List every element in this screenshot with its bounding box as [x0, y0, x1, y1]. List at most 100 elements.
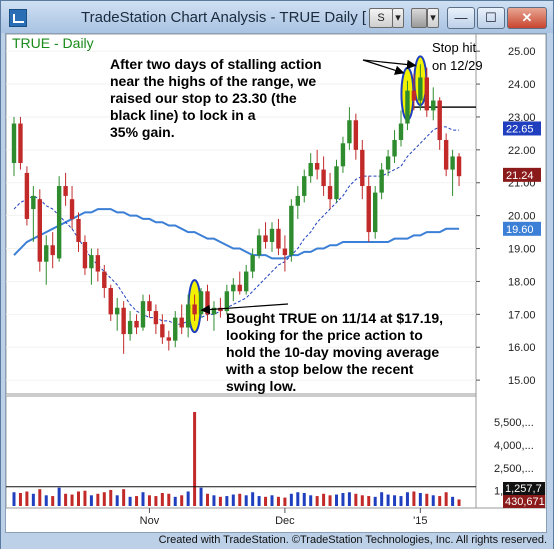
y-tick-label: 22.00 — [508, 145, 536, 157]
volume-bar — [64, 493, 68, 506]
candle — [347, 107, 352, 150]
candle — [256, 228, 262, 259]
price-tag-box — [503, 121, 541, 136]
volume-bar — [367, 496, 371, 506]
volume-bar — [231, 494, 235, 506]
volume-bar — [322, 493, 326, 506]
x-tick-label: Nov — [140, 515, 160, 527]
volume-average-tag: 1,257,7 — [503, 482, 545, 495]
volume-last-label: 430,671 — [505, 496, 545, 508]
symbol-link-dropdown[interactable]: ▾ — [392, 8, 404, 28]
candle-body — [250, 255, 255, 272]
color-link-button[interactable] — [411, 8, 427, 28]
candle — [95, 248, 101, 282]
volume-bar — [309, 495, 313, 506]
candle — [263, 222, 268, 249]
candle-body — [108, 288, 113, 315]
candle — [424, 67, 429, 117]
y-tick-label: 23.00 — [508, 112, 536, 124]
candle — [456, 153, 462, 187]
volume-bar — [380, 492, 384, 506]
candle — [69, 186, 75, 229]
annotation-bottom-line: swing low. — [226, 378, 296, 394]
candle — [327, 172, 333, 210]
volume-bar — [328, 495, 332, 506]
candle — [160, 314, 165, 344]
volume-bar — [77, 491, 80, 506]
y-tick-label: 24.00 — [508, 79, 536, 91]
candle-body — [140, 301, 146, 328]
volume-tick-label: 2,500,... — [494, 463, 534, 475]
volume-bar — [122, 489, 126, 506]
volume-bar — [70, 494, 74, 506]
candle-body — [205, 291, 210, 315]
candle — [295, 186, 300, 219]
candle — [211, 301, 217, 331]
symbol-link-button[interactable]: S — [369, 8, 393, 28]
maximize-button[interactable]: ☐ — [477, 7, 505, 29]
price-tag-box — [503, 221, 541, 236]
candle — [76, 212, 81, 252]
ma50-line — [13, 208, 460, 260]
candle — [405, 80, 410, 131]
chart-area[interactable]: 25.00 24.00 23.00 22.00 21.00 20.00 19.00 18.00… — [5, 33, 547, 533]
volume-bar — [238, 493, 242, 506]
minimize-button[interactable]: — — [447, 7, 475, 29]
candle — [334, 159, 339, 203]
candle — [18, 116, 23, 170]
annotation-bottom-line: with a stop below the recent — [225, 361, 414, 377]
candle — [63, 172, 68, 206]
arrow — [362, 59, 417, 70]
candle-body — [218, 307, 223, 312]
volume-bar — [444, 492, 448, 506]
price-axis — [475, 33, 547, 509]
color-link-dropdown[interactable]: ▾ — [427, 8, 439, 28]
y-tick-label: 17.00 — [508, 309, 536, 321]
candle-body — [456, 156, 462, 177]
volume-bar — [405, 492, 409, 506]
volume-bar — [412, 491, 416, 506]
volume-bar — [438, 496, 442, 506]
candle — [308, 153, 313, 183]
candle-body — [424, 77, 429, 111]
price-tag-box — [503, 167, 541, 182]
price-tag: 19.60 — [503, 221, 541, 236]
volume-tick-label: 4,000,... — [494, 440, 534, 452]
candle-body — [398, 123, 404, 140]
candle-body — [282, 248, 288, 256]
candle-body — [192, 304, 197, 315]
chart-title: TRUE - Daily — [12, 35, 94, 51]
candle — [237, 271, 242, 295]
close-button[interactable]: ✕ — [507, 7, 547, 29]
candle — [289, 199, 294, 262]
candle-body — [263, 235, 268, 242]
volume-bar — [18, 493, 22, 506]
candle-body — [147, 301, 152, 312]
candle — [398, 110, 404, 147]
annotation-top: After two days of stalling action near t… — [110, 56, 322, 140]
volume-bar — [354, 493, 358, 506]
candle — [198, 288, 204, 318]
candle-body — [173, 317, 178, 341]
annotation-bottom-line: Bought TRUE on 11/14 at $17.19, — [226, 310, 443, 326]
candle-body — [321, 169, 326, 187]
candle — [302, 169, 307, 203]
candle — [443, 133, 449, 177]
candle — [385, 149, 391, 177]
volume-bar — [44, 495, 48, 506]
candle-body — [237, 284, 242, 292]
candle-body — [179, 317, 184, 328]
price-chart[interactable]: 25.0024.0023.0022.0021.0020.0019.0018.00… — [5, 33, 547, 532]
candle — [282, 235, 288, 272]
volume-bar — [31, 493, 35, 506]
volume-bar — [373, 496, 377, 506]
candle-body — [37, 199, 42, 262]
candle-body — [269, 228, 275, 242]
volume-bar — [244, 495, 248, 506]
annotation-top-line: black line) to lock in a — [110, 107, 256, 123]
volume-bar — [25, 491, 29, 506]
window-title: TradeStation Chart Analysis - TRUE Daily… — [81, 9, 366, 26]
candle — [153, 304, 159, 335]
candle — [147, 294, 152, 318]
volume-bar — [102, 492, 106, 506]
